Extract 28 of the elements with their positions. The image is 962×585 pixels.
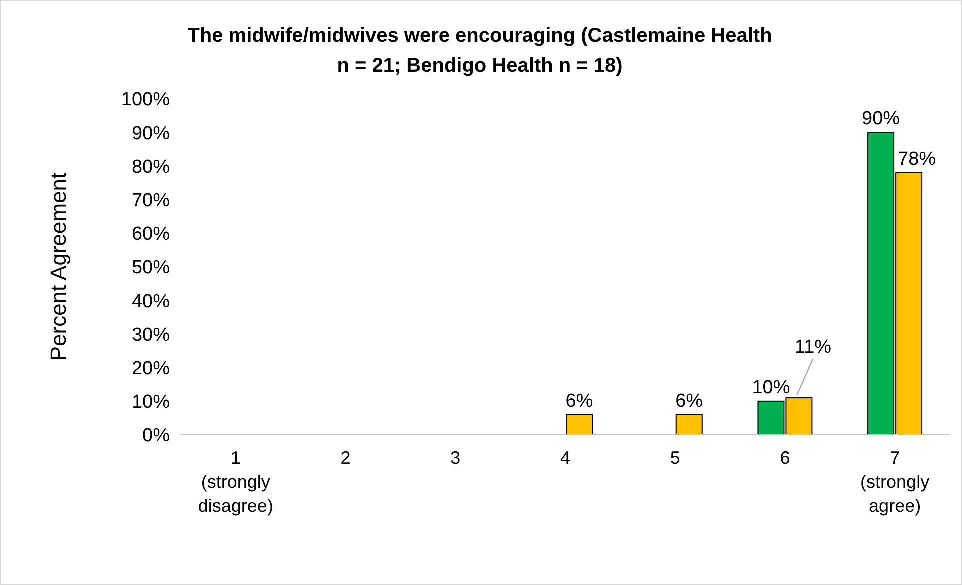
- y-tick-label: 90%: [132, 123, 170, 144]
- y-tick-label: 20%: [132, 358, 170, 380]
- x-tick-label: 3: [450, 448, 461, 468]
- x-tick-label: 2: [340, 448, 351, 468]
- bar: [676, 414, 703, 436]
- x-tick-label: 4: [560, 448, 571, 468]
- x-tick-label: 6: [780, 448, 790, 468]
- data-label: 11%: [794, 337, 832, 358]
- chart-title: The midwife/midwives were encouraging (Castlemaine Health n = 21; Bendigo Health n = 18): [188, 25, 772, 77]
- bar: [566, 414, 593, 436]
- y-tick-label: 0%: [142, 426, 170, 447]
- y-axis-title: Percent Agreement: [46, 172, 71, 362]
- y-tick-label: 70%: [132, 190, 170, 212]
- y-tick-label: 50%: [132, 258, 170, 279]
- y-tick-label: 30%: [132, 324, 170, 346]
- data-label: 6%: [676, 390, 704, 412]
- y-tick-label: 40%: [132, 291, 170, 312]
- y-tick-label: 10%: [132, 392, 170, 414]
- y-tick-label: 60%: [132, 224, 170, 246]
- x-tick-label: 5: [670, 448, 680, 468]
- y-tick-label: 100%: [121, 90, 170, 111]
- x-tick-label: 7 (strongly agree): [860, 448, 930, 516]
- data-label: 10%: [752, 377, 790, 398]
- data-label: 6%: [566, 390, 594, 412]
- data-label: 78%: [898, 148, 936, 170]
- y-tick-label: 80%: [132, 156, 170, 178]
- data-label: 90%: [862, 108, 900, 130]
- x-tick-label: 1 (strongly disagree): [198, 448, 274, 516]
